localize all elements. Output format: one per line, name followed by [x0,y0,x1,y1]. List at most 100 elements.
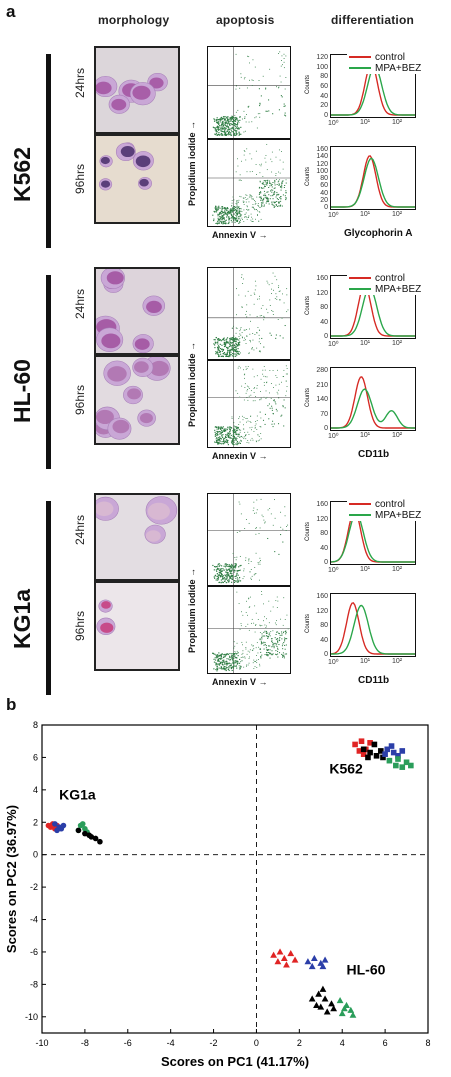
cell-line-label: HL-60 [9,359,35,423]
apoptosis-plot-24hrs [207,493,291,586]
data-point-triangle [340,1005,348,1012]
histogram-y-tick: 160 [316,146,328,153]
cluster-annotation: HL-60 [347,962,386,978]
differentiation-marker-label: CD11b [358,449,390,460]
data-point-square [386,757,393,764]
data-point-triangle [270,951,277,958]
data-point-square [395,756,401,762]
data-point-square [371,741,378,748]
legend-swatch-control [349,503,371,506]
time-label-96hrs: 96hrs [73,384,87,415]
column-header-apoptosis: apoptosis [216,13,275,27]
data-point-square [360,751,367,757]
histogram-x-tick: 10¹ [360,340,371,347]
plot-frame [41,724,429,1034]
histogram-x-tick: 10¹ [360,566,371,573]
data-point-square [403,759,410,766]
time-label-24hrs: 24hrs [73,288,87,319]
legend-label-control: control [375,273,406,284]
y-tick-label: -6 [30,947,38,957]
histogram-y-tick: 40 [320,636,328,644]
data-point-circle [79,821,86,827]
histogram-y-tick: 80 [320,73,328,81]
pca-scatter-chart: -10 -8 -6 -4 -2 0 2 4 6 8 -10 -8 -6 -4 -2 0 2 4 6 8 KG1a K562… [4,720,431,1069]
histogram-y-tick: 80 [320,175,328,182]
propidium-iodide-axis-label: Propidium iodide → [187,342,197,427]
data-point-circle [75,827,82,834]
data-point-triangle [280,954,288,962]
data-point-square [356,748,363,754]
panel-letter-b: b [6,695,17,714]
legend-swatch-treated [349,288,371,291]
histogram-y-tick: 210 [316,381,328,389]
x-tick-label: 0 [254,1038,259,1048]
panel-letter-a: a [6,2,16,21]
data-point-square [367,740,373,746]
x-tick-label: 8 [425,1038,430,1048]
x-tick-label: -2 [210,1038,218,1048]
apoptosis-plot-96hrs [207,586,291,674]
data-point-square [367,749,373,756]
data-point-triangle [321,995,329,1002]
micrograph-24hrs [94,267,180,355]
apoptosis-plot-24hrs [207,267,291,360]
y-tick-label: 8 [33,720,38,730]
histogram-x-tick: 10⁰ [328,212,339,219]
histogram-y-tick: 20 [320,102,328,110]
time-label-96hrs: 96hrs [73,163,87,194]
data-point-triangle [321,956,329,963]
legend-treated: MPA+BEZ [349,510,421,521]
data-point-circle [97,838,103,845]
data-point-circle [45,822,52,829]
annexin-v-axis-label: Annexin V → [212,451,268,461]
cell-line-bar [46,54,51,248]
histogram-y-tick: 40 [320,189,328,197]
micrograph-24hrs [94,46,180,134]
differentiation-marker-label: Glycophorin A [344,228,413,239]
histogram-y-tick: 120 [316,515,328,523]
data-point-square [360,746,367,753]
histogram-x-tick: 10² [392,211,403,218]
data-point-triangle [283,961,290,968]
data-point-triangle [287,949,295,957]
data-point-circle [54,827,60,834]
histogram-y-tick: 140 [316,396,328,403]
histogram-y-tick: 60 [320,83,328,90]
histogram-y-tick: 100 [316,63,328,71]
micrograph-96hrs [94,134,180,224]
annexin-v-axis-label: Annexin V → [212,230,268,240]
histogram-x-tick: 10² [392,566,403,573]
histogram-y-tick: 60 [320,182,328,190]
histogram-y-tick: 0 [324,425,328,432]
data-point-square [380,754,386,761]
histogram-x-tick: 10¹ [360,119,371,126]
legend-swatch-control [349,277,371,280]
histogram-y-tick: 80 [320,530,328,537]
data-point-triangle [308,962,316,970]
counts-axis-label: Counts [305,295,311,315]
annexin-v-axis-label: Annexin V → [212,677,268,687]
x-axis-label: Scores on PC1 (41.17%) [161,1054,309,1069]
histogram-y-tick: 280 [316,367,328,374]
y-tick-label: -10 [25,1012,38,1022]
x-tick-label: 2 [297,1038,302,1048]
histogram-x-tick: 10¹ [360,432,371,439]
cell-line-label: K562 [9,147,35,202]
data-point-circle [86,832,92,839]
legend-label-control: control [375,52,406,63]
micrograph-96hrs [94,355,180,445]
micrograph-96hrs [94,581,180,671]
legend-treated: MPA+BEZ [349,284,421,295]
column-header-differentiation: differentiation [331,13,414,27]
counts-axis-label: Counts [305,74,311,94]
histogram-y-tick: 120 [316,54,328,61]
x-tick-label: -6 [124,1038,132,1048]
histogram-x-tick: 10¹ [360,658,371,665]
data-point-circle [58,825,65,832]
y-tick-label: 0 [33,850,38,860]
histogram-y-tick: 160 [316,275,328,282]
counts-axis-label: Counts [305,387,311,407]
histogram-x-tick: 10² [392,340,403,347]
data-point-square [390,749,397,756]
histogram-96hrs [330,146,416,210]
